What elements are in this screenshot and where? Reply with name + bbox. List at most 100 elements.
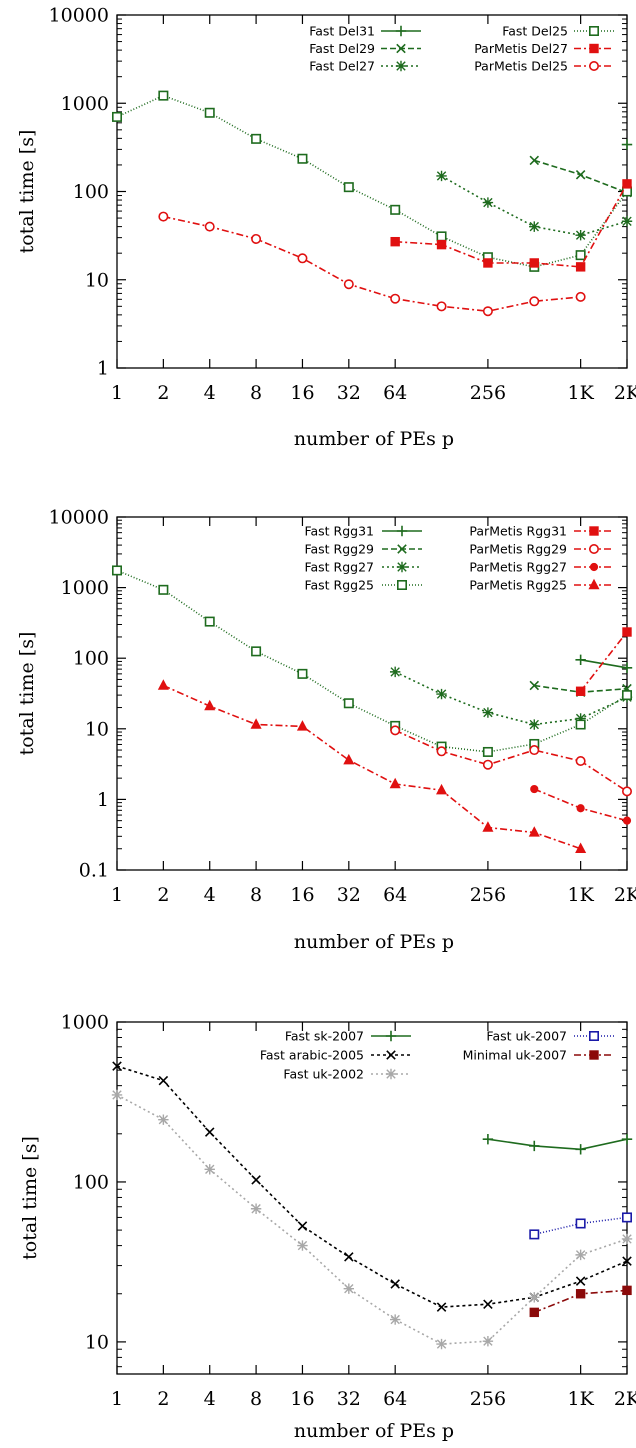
data-point (158, 1075, 169, 1086)
legend-marker (386, 1050, 396, 1060)
series-fast-arabic-2005 (112, 1061, 632, 1312)
data-point (621, 786, 632, 797)
series-fast-del25 (112, 90, 632, 272)
data-point (251, 133, 262, 144)
legend-marker (396, 43, 406, 54)
y-tick-label: 1000 (61, 1012, 109, 1034)
data-point (622, 816, 632, 825)
y-minor-ticks (117, 1028, 627, 1368)
x-tick-label: 1 (111, 884, 123, 906)
data-point (482, 1336, 494, 1347)
y-tick-label: 10 (85, 1331, 109, 1353)
legend-label: ParMetis Rgg29 (469, 542, 567, 557)
series-fast-sk-2007 (482, 1134, 633, 1155)
y-tick-label: 1000 (61, 93, 109, 115)
series-line (116, 94, 628, 268)
data-point (482, 821, 494, 832)
series-line (579, 631, 628, 692)
x-tick-label: 4 (204, 382, 216, 404)
data-point (297, 253, 308, 264)
x-tick-label: 8 (250, 382, 262, 404)
x-tick-label: 2K (614, 884, 636, 906)
data-point (482, 746, 493, 757)
series-fast-del31 (621, 139, 633, 150)
legend-label: ParMetis Rgg31 (469, 524, 567, 539)
y-axis-label: total time [s] (16, 130, 38, 254)
x-tick-label: 1 (111, 382, 123, 404)
data-point (158, 1114, 169, 1125)
series-line (394, 671, 628, 726)
x-tick-label: 8 (250, 884, 262, 906)
legend-marker (589, 562, 599, 572)
legend-marker (385, 1068, 397, 1080)
data-point (482, 197, 494, 208)
data-point (529, 155, 540, 166)
x-tick-label: 4 (204, 884, 216, 906)
legend-marker (589, 43, 599, 54)
data-point (389, 777, 401, 789)
series-fast-uk-2007 (529, 1212, 632, 1240)
x-tick-label: 256 (470, 382, 506, 404)
legend-entry: ParMetis Rgg25 (469, 578, 614, 593)
data-point (575, 250, 586, 261)
series-parmetis-rgg25 (157, 679, 587, 853)
data-point (250, 718, 262, 729)
data-point (390, 1279, 400, 1289)
data-point (204, 1164, 215, 1175)
legend-label: Fast uk-2007 (486, 1029, 567, 1044)
data-point (575, 262, 586, 272)
data-point (389, 666, 401, 678)
x-tick-label: 32 (337, 1388, 361, 1410)
data-point (297, 1221, 308, 1231)
data-point (204, 107, 215, 118)
data-point (112, 111, 123, 122)
data-point (204, 616, 215, 627)
y-axis-label: total time [s] (16, 632, 38, 756)
x-tick-label: 1 (111, 1388, 123, 1410)
x-tick-label: 64 (383, 1388, 407, 1410)
data-point (529, 258, 539, 268)
data-point (528, 826, 540, 837)
series-fast-rgg25 (112, 565, 632, 757)
legend-marker (396, 525, 408, 537)
x-tick-label: 1K (567, 1388, 594, 1410)
legend-marker (395, 60, 407, 72)
data-point (297, 153, 308, 164)
y-tick-label: 10000 (49, 507, 109, 529)
data-point (111, 1089, 123, 1101)
plot-frame (116, 1021, 628, 1375)
legend-entry: Fast uk-2007 (486, 1029, 614, 1044)
x-tick-label: 2 (157, 1388, 169, 1410)
data-point (204, 1127, 215, 1137)
x-tick-label: 16 (290, 1388, 314, 1410)
legend-entry: Fast Del29 (309, 41, 421, 56)
y-tick-label: 1 (97, 789, 109, 811)
legend-entry: Fast Rgg25 (304, 578, 422, 593)
y-tick-label: 1000 (61, 577, 109, 599)
series-parmetis-rgg31 (575, 627, 632, 696)
data-point (389, 1314, 401, 1325)
legend-label: Fast Rgg29 (304, 542, 374, 557)
data-point (575, 719, 586, 730)
data-point (436, 170, 447, 182)
legend-label: Fast Rgg27 (304, 560, 374, 575)
series-parmetis-del25 (158, 211, 586, 317)
y-tick-label: 1 (97, 358, 109, 380)
legend-entry: Fast uk-2002 (283, 1067, 411, 1082)
data-point (436, 1338, 447, 1350)
data-point (157, 679, 169, 690)
data-point (436, 301, 447, 312)
legend-entry: Fast arabic-2005 (260, 1048, 411, 1063)
data-point (575, 755, 586, 766)
data-point (575, 1276, 586, 1286)
legend-entry: Fast sk-2007 (285, 1029, 411, 1044)
data-point (436, 783, 448, 795)
y-tick-label: 100 (73, 1171, 109, 1193)
y-tick-label: 100 (73, 181, 109, 203)
data-point (390, 236, 400, 247)
legend-label: ParMetis Rgg25 (469, 578, 567, 593)
data-point (343, 753, 355, 765)
data-point (575, 713, 586, 724)
data-point (482, 759, 493, 770)
legend-marker (385, 1030, 397, 1042)
